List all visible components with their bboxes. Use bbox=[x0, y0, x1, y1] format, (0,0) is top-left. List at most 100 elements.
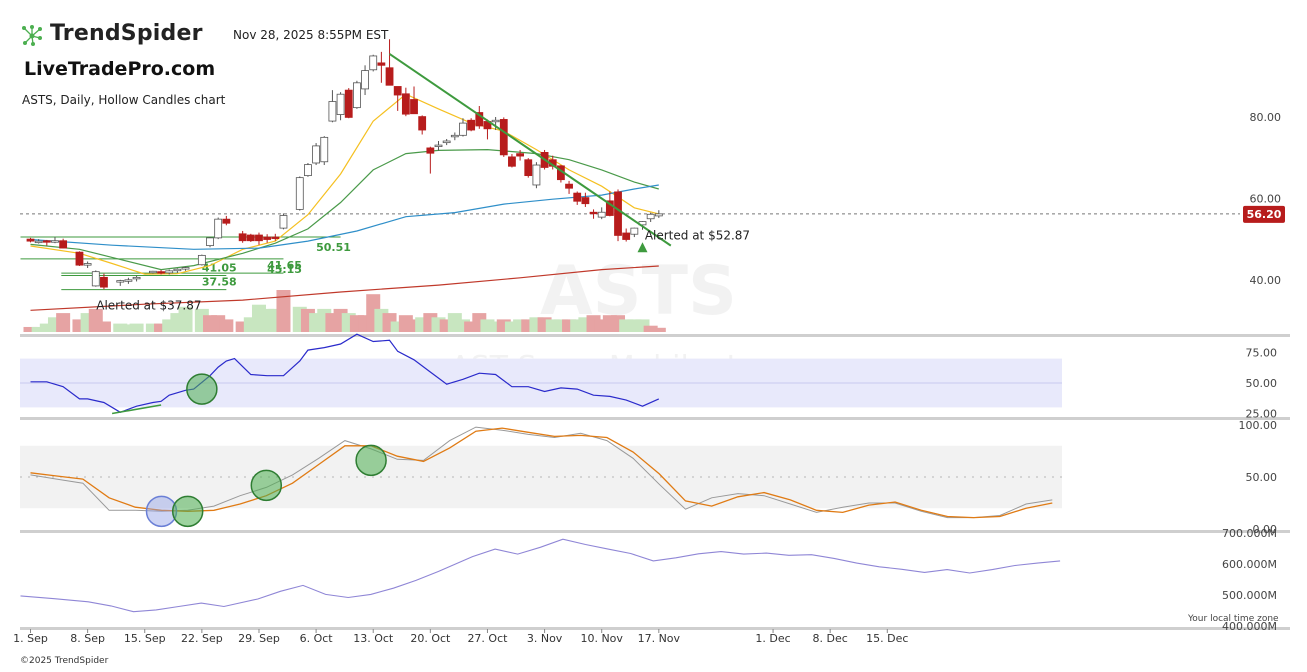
candle-down bbox=[410, 99, 418, 115]
volume-bar bbox=[488, 321, 503, 332]
candle-down bbox=[42, 240, 51, 243]
rsi-line bbox=[30, 333, 660, 413]
candle-down bbox=[246, 234, 255, 242]
volume-bar bbox=[178, 306, 193, 332]
x-tick-label: 15. Sep bbox=[124, 632, 166, 645]
candle-up bbox=[369, 55, 378, 71]
candle-up bbox=[295, 177, 304, 210]
candle-up bbox=[459, 122, 467, 136]
downtrend-line bbox=[388, 53, 672, 247]
trendspider-logo-icon bbox=[22, 25, 42, 46]
volume-bar bbox=[276, 290, 291, 332]
candle-down bbox=[255, 234, 263, 242]
chart-subtitle: ASTS, Daily, Hollow Candles chart bbox=[22, 93, 226, 107]
volume-bar bbox=[390, 321, 405, 332]
candle-down bbox=[573, 192, 582, 202]
candle-up bbox=[654, 213, 663, 217]
candle-up bbox=[279, 215, 288, 229]
support-level-label: 37.58 bbox=[202, 276, 237, 289]
volume-bar bbox=[651, 327, 666, 332]
candle-down bbox=[100, 276, 108, 288]
x-tick-label: 8. Dec bbox=[813, 632, 848, 645]
buy-signal-arrow-icon bbox=[637, 242, 648, 253]
stoch-panel-separator bbox=[20, 530, 1290, 533]
candle-up bbox=[197, 254, 206, 266]
candle-down bbox=[222, 218, 231, 224]
local-time-note: Your local time zone bbox=[1188, 614, 1279, 624]
candle-down bbox=[475, 112, 484, 127]
volume-bar bbox=[39, 323, 54, 332]
support-level-label: 41.05 bbox=[202, 262, 237, 275]
candle-up bbox=[442, 140, 451, 144]
candle-up bbox=[91, 271, 100, 287]
candle-up bbox=[597, 211, 606, 218]
volume-bar bbox=[219, 319, 234, 332]
candle-down bbox=[59, 240, 68, 249]
candle-down bbox=[377, 62, 386, 66]
candle-up bbox=[132, 276, 141, 280]
ema_mid-line bbox=[30, 148, 659, 271]
x-tick-label: 13. Oct bbox=[353, 632, 394, 645]
stoch-tick-label: 50.00 bbox=[1246, 471, 1278, 484]
candle-down bbox=[75, 251, 84, 266]
obv-tick-label: 400.000M bbox=[1222, 620, 1277, 633]
obv-tick-label: 600.000M bbox=[1222, 558, 1277, 571]
x-tick-label: 15. Dec bbox=[866, 632, 908, 645]
obv-panel-separator bbox=[20, 627, 1290, 630]
candle-down bbox=[614, 191, 622, 236]
candle-down bbox=[385, 67, 394, 86]
candle-up bbox=[124, 279, 133, 282]
volume-bar bbox=[464, 321, 479, 332]
volume-bar bbox=[154, 323, 169, 332]
volume-bar bbox=[96, 321, 111, 332]
last-price-label: 56.20 bbox=[1247, 208, 1282, 221]
x-tick-label: 1. Sep bbox=[13, 632, 48, 645]
rsi-panel-separator bbox=[20, 417, 1290, 420]
candle-down bbox=[499, 119, 508, 156]
candle-up bbox=[181, 267, 190, 270]
ticker-watermark: ASTS bbox=[540, 252, 737, 331]
candle-down bbox=[238, 233, 247, 242]
candle-down bbox=[263, 236, 272, 240]
obv-tick-label: 500.000M bbox=[1222, 589, 1277, 602]
candle-up bbox=[450, 134, 459, 138]
copyright: ©2025 TrendSpider bbox=[20, 656, 109, 666]
date-stamp: Nov 28, 2025 8:55PM EST bbox=[233, 28, 389, 42]
price-tick-label: 60.00 bbox=[1250, 192, 1282, 205]
x-tick-label: 17. Nov bbox=[638, 632, 681, 645]
rsi-tick-label: 50.00 bbox=[1246, 377, 1278, 390]
volume-bar bbox=[56, 313, 71, 332]
stoch-signal-circle bbox=[171, 495, 204, 528]
candle-up bbox=[491, 119, 500, 123]
candle-up bbox=[83, 263, 92, 266]
candle-down bbox=[622, 232, 631, 240]
price-tick-label: 80.00 bbox=[1250, 111, 1282, 124]
volume-bar bbox=[121, 324, 136, 332]
sma_red-line bbox=[30, 265, 659, 311]
obv-line bbox=[20, 538, 1061, 613]
stoch-tick-label: 0.00 bbox=[1253, 523, 1278, 536]
price-tick-label: 40.00 bbox=[1250, 274, 1282, 287]
price-panel-separator bbox=[20, 334, 1290, 337]
rsi-signal-circle bbox=[186, 373, 218, 405]
site-watermark: LiveTradePro.com bbox=[24, 58, 216, 80]
volume-bar bbox=[129, 323, 144, 332]
volume-bar bbox=[235, 321, 250, 332]
obv-tick-label: 700.000M bbox=[1222, 527, 1277, 540]
x-tick-label: 22. Sep bbox=[181, 632, 223, 645]
candle-down bbox=[401, 93, 410, 115]
brand-name: TrendSpider bbox=[50, 21, 203, 46]
alert-annotation: Alerted at $52.87 bbox=[645, 228, 750, 242]
rsi-tick-label: 75.00 bbox=[1246, 347, 1278, 360]
volume-bar bbox=[23, 326, 38, 332]
candle-up bbox=[214, 218, 223, 239]
candle-down bbox=[271, 236, 280, 239]
candle-up bbox=[434, 144, 443, 147]
candle-down bbox=[157, 271, 165, 274]
candle-up bbox=[165, 270, 174, 274]
x-tick-label: 27. Oct bbox=[467, 632, 508, 645]
candle-up bbox=[173, 268, 182, 272]
candle-down bbox=[508, 156, 516, 167]
